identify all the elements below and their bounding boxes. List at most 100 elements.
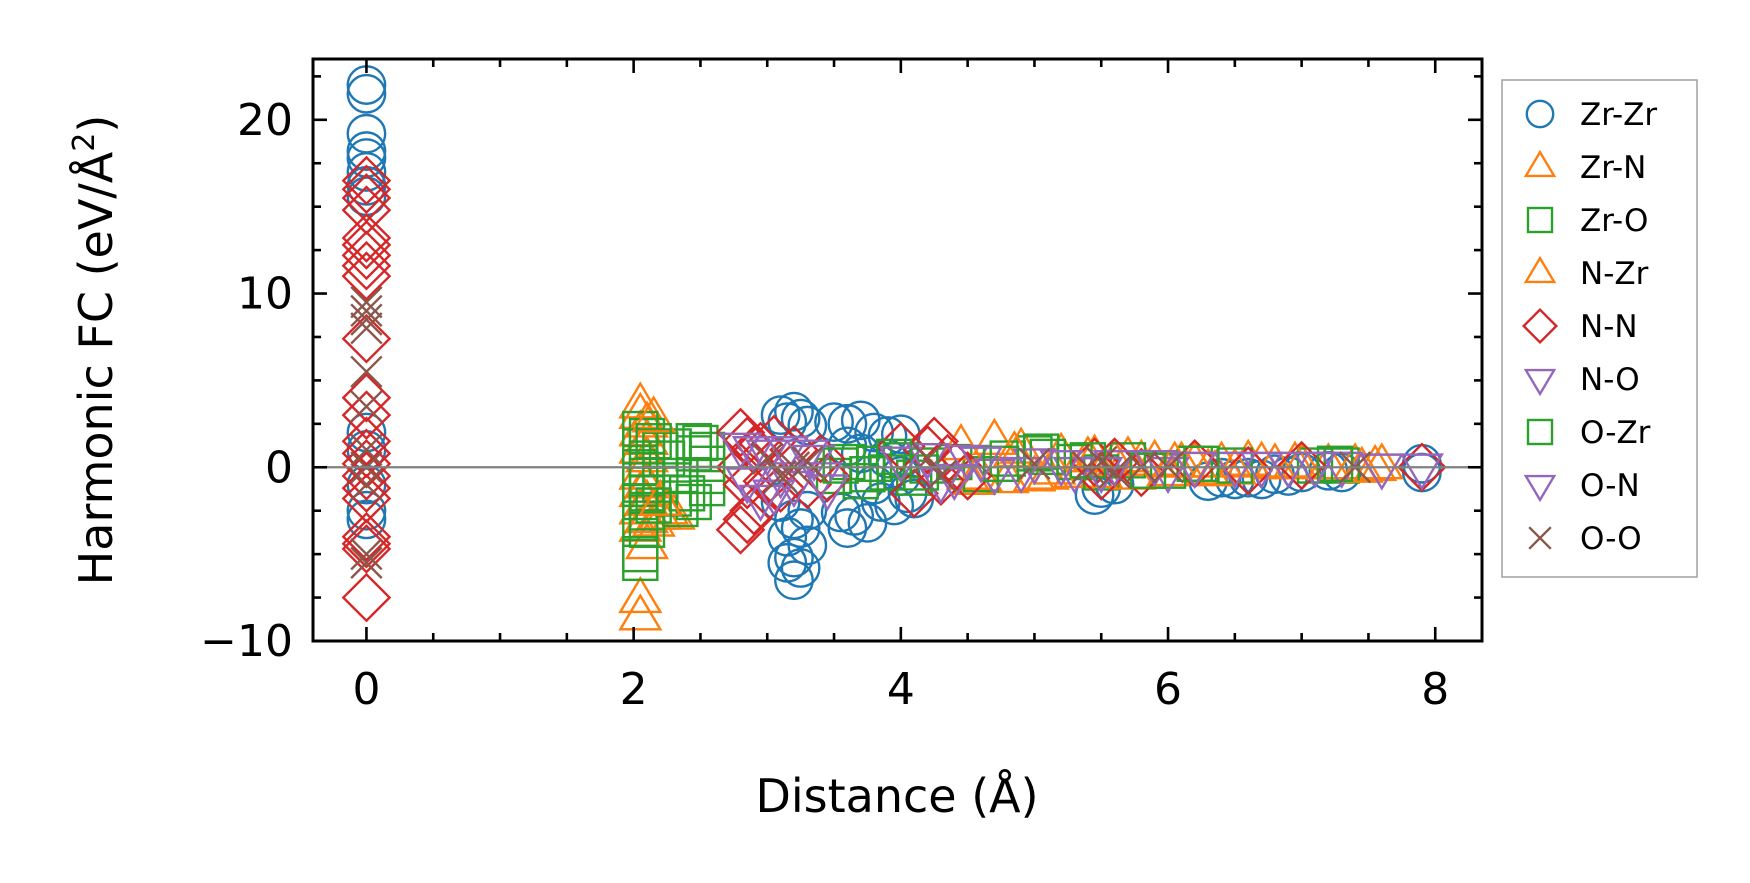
data-point-n-zr — [631, 395, 676, 433]
data-point-zr-zr — [787, 405, 828, 446]
legend-label: Zr-N — [1580, 150, 1646, 186]
data-point-n-o — [945, 444, 990, 483]
data-point-o-n — [958, 446, 1004, 484]
legend-label: Zr-O — [1580, 203, 1648, 239]
data-point-zr-zr — [814, 402, 854, 442]
legend-marker-o-n — [1523, 474, 1557, 503]
legend-marker-n-n — [1521, 307, 1559, 345]
data-point-o-n — [932, 463, 977, 502]
data-point-o-n — [1172, 451, 1217, 489]
y-tick-label: −10 — [200, 616, 293, 667]
y-axis-label-sup: 2 — [67, 133, 102, 152]
legend-item-o-zr: O-Zr — [1526, 415, 1651, 451]
data-point-o-n — [1359, 453, 1404, 491]
data-point-o-zr — [875, 438, 913, 476]
data-point-n-n — [722, 494, 773, 545]
legend-label: Zr-Zr — [1580, 97, 1657, 133]
data-point-zr-zr — [346, 152, 387, 192]
x-tick-label: 2 — [620, 664, 648, 715]
data-point-n-o — [1145, 456, 1191, 495]
data-point-zr-zr — [787, 525, 828, 566]
data-point-zr-zr — [346, 73, 387, 114]
data-point-zr-o — [1109, 442, 1147, 479]
data-point-zr-o — [628, 417, 666, 455]
x-axis-label: Distance (Å) — [755, 769, 1038, 823]
legend-item-zr-zr: Zr-Zr — [1525, 97, 1657, 133]
data-point-o-o — [751, 442, 784, 475]
data-point-zr-n — [972, 417, 1017, 456]
y-tick-label: 20 — [237, 95, 293, 146]
data-point-o-zr — [1069, 442, 1107, 479]
legend-label: N-Zr — [1580, 256, 1649, 292]
data-point-n-n — [341, 524, 392, 574]
x-tick-label: 6 — [1154, 664, 1182, 715]
y-axis-label-main: Harmonic FC (eV/Å — [69, 151, 123, 585]
data-point-n-n — [341, 155, 392, 206]
data-point-n-n — [341, 572, 392, 623]
data-point-n-o — [1399, 453, 1445, 491]
data-point-n-n — [341, 164, 392, 215]
data-point-o-n — [1292, 451, 1338, 489]
data-point-zr-zr — [774, 537, 814, 578]
legend-label: O-Zr — [1580, 415, 1651, 451]
data-point-n-n — [341, 213, 392, 263]
data-point-o-n — [738, 484, 783, 522]
data-point-o-o — [350, 537, 383, 571]
data-point-o-o — [350, 390, 383, 423]
data-point-zr-zr — [854, 464, 895, 505]
data-point-o-o — [350, 468, 383, 501]
legend-label: O-O — [1580, 521, 1642, 557]
data-point-n-n — [1223, 445, 1274, 496]
data-point-n-o — [765, 436, 810, 474]
data-point-n-n — [341, 438, 392, 489]
data-point-o-o — [350, 312, 383, 345]
data-point-n-o — [718, 432, 763, 470]
data-point-zr-o — [1296, 447, 1334, 484]
data-point-zr-zr — [774, 391, 814, 432]
data-point-zr-o — [829, 443, 866, 481]
data-point-o-o — [350, 546, 383, 579]
legend-marker-n-zr — [1523, 255, 1557, 284]
legend-label: N-O — [1580, 362, 1640, 398]
x-tick-label: 8 — [1421, 664, 1449, 715]
data-point-o-zr — [1183, 445, 1220, 482]
data-point-n-n — [341, 240, 392, 291]
data-point-o-o — [350, 294, 383, 328]
data-point-n-n — [341, 230, 392, 281]
data-point-o-o — [924, 459, 958, 493]
data-point-n-o — [1266, 451, 1311, 489]
data-point-o-zr — [662, 457, 699, 495]
data-point-zr-zr — [827, 403, 868, 444]
data-point-n-n — [715, 504, 766, 555]
data-point-n-n — [341, 220, 392, 270]
legend-item-o-o: O-O — [1528, 521, 1642, 557]
data-point-n-n — [341, 251, 392, 301]
data-point-o-o — [1098, 456, 1131, 489]
x-tick-label: 0 — [352, 664, 380, 715]
data-point-zr-n — [618, 593, 663, 631]
legend-item-n-zr: N-Zr — [1523, 255, 1649, 292]
legend-marker-o-o — [1528, 526, 1552, 550]
data-point-o-o — [1085, 445, 1118, 479]
data-point-o-zr — [675, 435, 712, 472]
data-point-o-n — [878, 446, 923, 484]
data-point-o-o — [1018, 447, 1051, 480]
data-point-o-o — [350, 433, 383, 467]
data-point-zr-n — [618, 575, 663, 614]
legend-item-o-n: O-N — [1523, 468, 1640, 504]
data-point-zr-zr — [760, 395, 801, 436]
data-point-n-o — [771, 470, 817, 509]
data-point-o-n — [785, 439, 830, 477]
data-markers — [341, 65, 1447, 631]
data-point-n-n — [341, 372, 392, 423]
data-point-n-n — [802, 452, 853, 503]
plot-area — [313, 59, 1482, 641]
legend-label: O-N — [1580, 468, 1640, 504]
data-point-zr-zr — [774, 560, 814, 601]
data-point-zr-zr — [827, 508, 868, 548]
data-point-n-n — [341, 518, 392, 569]
data-point-o-zr — [635, 487, 672, 524]
data-point-zr-zr — [346, 131, 387, 171]
y-tick-label: 0 — [265, 442, 293, 493]
